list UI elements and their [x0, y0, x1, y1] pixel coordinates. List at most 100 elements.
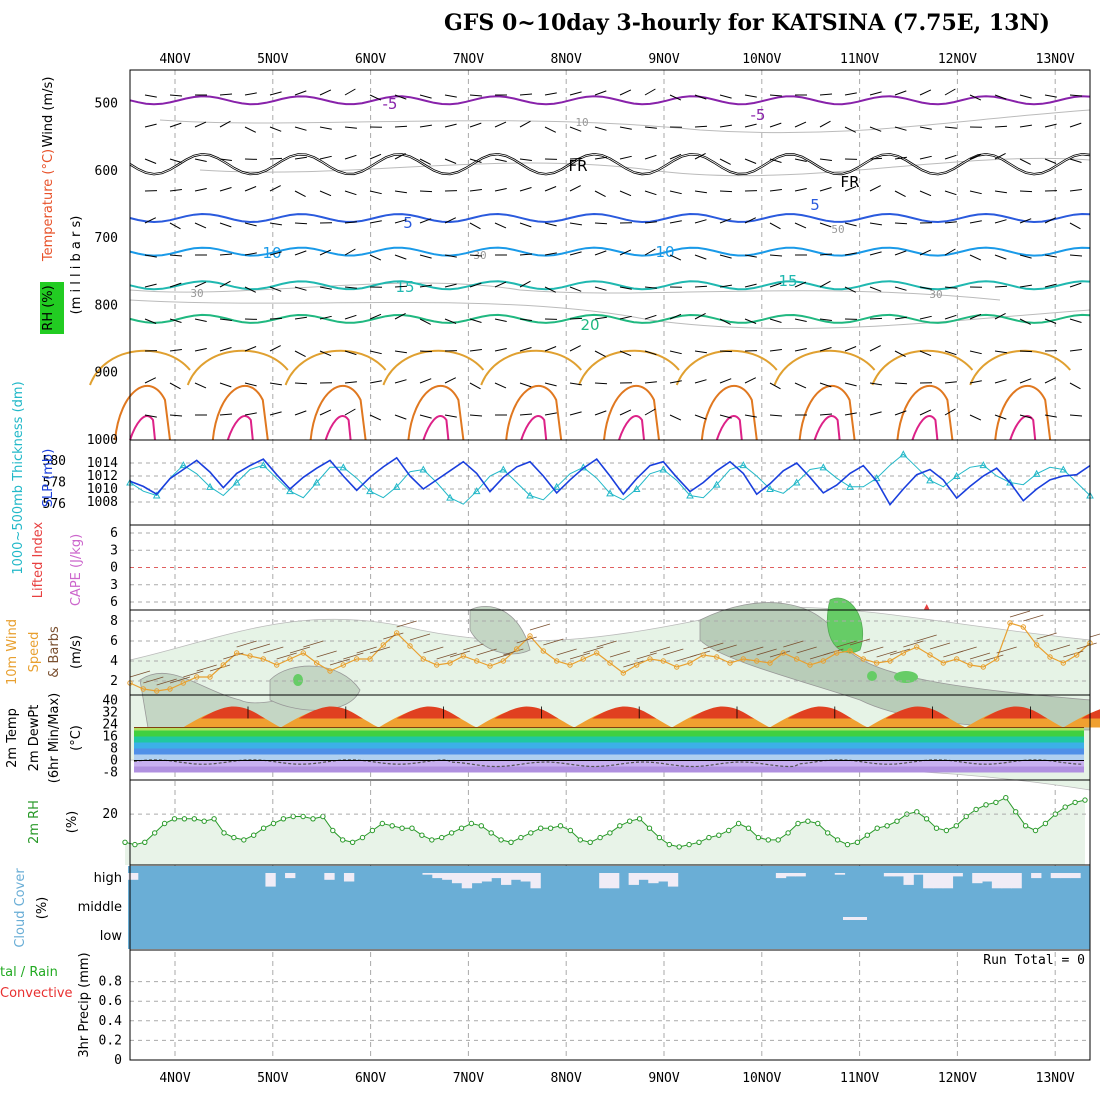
- cloud-gap: [520, 873, 531, 882]
- wind-barb: [494, 281, 507, 288]
- wind-barb: [594, 286, 607, 291]
- wind-barb: [769, 94, 783, 97]
- rh-point: [1003, 795, 1009, 801]
- thickness-point: [1032, 469, 1041, 477]
- wind-barb: [869, 286, 882, 292]
- warm-contour-35: [715, 414, 743, 441]
- rh-point: [260, 825, 267, 831]
- wind-barb: [719, 378, 732, 384]
- wind-barb: [744, 123, 757, 128]
- temp-band: [134, 727, 1084, 731]
- cloud-gap: [442, 873, 453, 880]
- wind-speed-point: [780, 650, 786, 656]
- wind-barb: [694, 350, 707, 354]
- wind-barb: [594, 126, 607, 131]
- rh-point: [953, 823, 959, 829]
- wind-barb: [369, 254, 382, 261]
- wind-barb: [219, 413, 233, 416]
- wind-barb: [169, 282, 182, 288]
- rh-point: [933, 825, 940, 831]
- wind-barb-10m: [769, 650, 791, 658]
- wind-barb: [219, 347, 232, 352]
- wind-barb-10m: [316, 650, 337, 658]
- wind-barb: [869, 382, 882, 386]
- thickness-point: [472, 487, 481, 495]
- wind-speed-point: [1047, 654, 1053, 660]
- rh-point: [666, 841, 672, 848]
- rh-point: [587, 839, 593, 845]
- rh-point: [884, 823, 890, 829]
- panel-frames: [129, 69, 1091, 1061]
- wind-barb: [869, 126, 882, 132]
- wind-barb: [1044, 123, 1057, 128]
- wind-speed-point: [980, 664, 986, 670]
- rh-point: [399, 825, 405, 831]
- wind-barb: [744, 377, 757, 384]
- wind10m-panel: 2 4 6 8 ▲: [110, 602, 1100, 694]
- wind-speed-point: [447, 660, 453, 666]
- wind-barb: [469, 158, 482, 163]
- temp-tick: 40: [102, 694, 118, 709]
- wind-speed-point: [287, 656, 293, 662]
- wind-barb-10m: [169, 676, 191, 684]
- wind-barb: [919, 155, 932, 160]
- wind-barb: [144, 94, 157, 98]
- cloud-gap: [1031, 873, 1042, 879]
- wind-barb: [969, 414, 982, 421]
- wind-barb: [844, 186, 857, 192]
- warm-contour-30: [798, 385, 856, 441]
- wind-barb: [169, 349, 182, 352]
- wind-speed-point: [274, 662, 280, 668]
- wind-speed-point: [167, 686, 173, 692]
- label-rh2m: 2m RH: [27, 800, 42, 844]
- wind-barb: [144, 254, 157, 258]
- pressure-tick: 1000: [87, 433, 118, 448]
- wind-barb: [644, 286, 657, 289]
- wind-barb: [494, 188, 507, 192]
- label-temp2m-b: 2m DewPt: [27, 705, 42, 772]
- wind-barb: [419, 378, 432, 384]
- wind-speed-point: [434, 662, 440, 668]
- wind-barb: [719, 414, 732, 419]
- temp-hump-hot: [396, 706, 461, 719]
- wind-barb: [869, 157, 883, 160]
- wind-speed-point: [940, 660, 946, 666]
- label-cloud-unit: (%): [35, 897, 50, 920]
- rh-point: [280, 816, 287, 822]
- wind-barb: [394, 190, 407, 194]
- wind-barb: [1044, 318, 1057, 324]
- wind-barb: [1044, 158, 1057, 164]
- rh-contour-line: [129, 282, 1001, 301]
- wind-barb: [469, 122, 482, 128]
- wind-barb: [769, 318, 782, 323]
- chart-title: GFS 0~10day 3-hourly for KATSINA (7.75E,…: [444, 10, 1050, 36]
- cloud-gap: [1011, 873, 1022, 889]
- wind-barb: [344, 126, 357, 129]
- frame-precip: [129, 949, 1091, 1061]
- warm-contour-35: [1009, 414, 1037, 441]
- wind-barb: [169, 318, 182, 323]
- wind-tick: 2: [110, 674, 118, 689]
- cloud-gap: [530, 873, 541, 889]
- wind-barb: [1069, 94, 1083, 97]
- wind-barb: [219, 120, 231, 128]
- wind-speed-point: [727, 660, 733, 666]
- rh-point: [518, 834, 524, 841]
- wind-barb: [369, 380, 382, 384]
- thickness-point: [712, 480, 721, 488]
- wind-barb-10m: [1049, 644, 1071, 652]
- rh-point: [349, 839, 356, 845]
- wind-barb: [769, 254, 783, 257]
- cloud-gap: [628, 873, 639, 885]
- warm-contour-35: [618, 414, 645, 441]
- wind-barb: [1044, 254, 1057, 258]
- wind-barb: [344, 408, 356, 416]
- wind-barb: [169, 94, 183, 97]
- rh-point: [696, 839, 702, 845]
- rh-shade-90: [826, 597, 864, 653]
- temp-hump-hot: [201, 706, 265, 719]
- wind-barb: [694, 94, 707, 100]
- wind-speed-point: [487, 663, 493, 669]
- date-label-bottom: 11NOV: [840, 1071, 879, 1086]
- rh-point: [300, 813, 306, 820]
